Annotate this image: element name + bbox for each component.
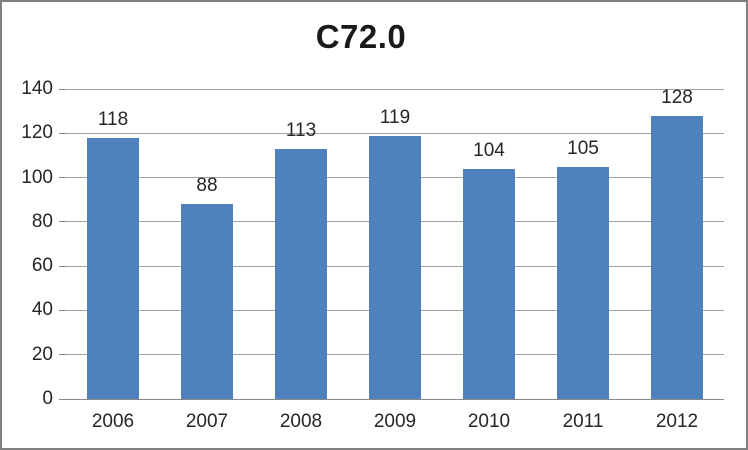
data-label-2006: 118 (97, 108, 129, 130)
x-axis-label-2011: 2011 (562, 411, 604, 432)
y-axis-tick-label: 120 (21, 122, 53, 144)
data-label-2007: 88 (196, 175, 218, 197)
x-axis-label-2006: 2006 (91, 411, 135, 432)
bar-2012 (650, 115, 704, 399)
bar-2007 (180, 204, 234, 399)
bar-2008 (274, 148, 328, 399)
gridline (66, 132, 724, 134)
y-axis-tick-label: 60 (31, 255, 53, 277)
data-label-2009: 119 (379, 106, 411, 128)
bars-layer: 118 88 113 119 104 105 128 (66, 86, 724, 399)
y-axis-tick (59, 177, 66, 179)
y-axis-tick (59, 398, 66, 400)
y-axis-tick-label: 0 (42, 388, 53, 409)
y-axis-tick (59, 354, 66, 356)
data-label-2012: 128 (661, 86, 693, 108)
x-axis-label-2007: 2007 (185, 411, 229, 432)
bar-2009 (368, 135, 422, 399)
y-axis-tick (59, 132, 66, 134)
bar-category-2010: 104 (442, 89, 536, 399)
y-axis-tick-label: 40 (31, 299, 53, 321)
x-axis-labels: 2006 2007 2008 2009 2010 2011 2012 (66, 400, 724, 433)
y-axis-tick (59, 309, 66, 311)
x-axis-label-2009: 2009 (373, 411, 417, 432)
x-axis-label-2010: 2010 (467, 411, 511, 432)
bar-category-2008: 113 (254, 89, 348, 399)
bar-2010 (462, 168, 516, 399)
data-label-2010: 104 (473, 139, 505, 161)
y-axis-tick (59, 265, 66, 267)
data-label-2008: 113 (285, 119, 317, 141)
bar-category-2006: 118 (66, 89, 160, 399)
y-axis-tick (59, 221, 66, 223)
bar-category-2011: 105 (536, 89, 630, 399)
x-axis-label-2012: 2012 (655, 411, 699, 432)
bar-category-2007: 88 (160, 89, 254, 399)
y-axis-tick-label: 100 (21, 166, 53, 188)
y-axis-tick-label: 80 (31, 210, 53, 232)
y-axis-tick (59, 88, 66, 90)
chart-title: C72.0 (315, 18, 407, 55)
plot-area: 140 120 100 80 60 40 20 0 118 88 113 119 104 105 128 (21, 78, 724, 409)
y-axis-tick-label: 140 (21, 78, 53, 99)
bar-category-2009: 119 (348, 89, 442, 399)
gridline (66, 88, 724, 90)
bar-category-2012: 128 (630, 86, 724, 399)
bar-2011 (556, 166, 610, 399)
data-label-2011: 105 (567, 137, 599, 159)
x-axis-label-2008: 2008 (279, 411, 323, 432)
y-axis-tick-label: 20 (31, 343, 53, 365)
bar-2006 (86, 137, 140, 399)
